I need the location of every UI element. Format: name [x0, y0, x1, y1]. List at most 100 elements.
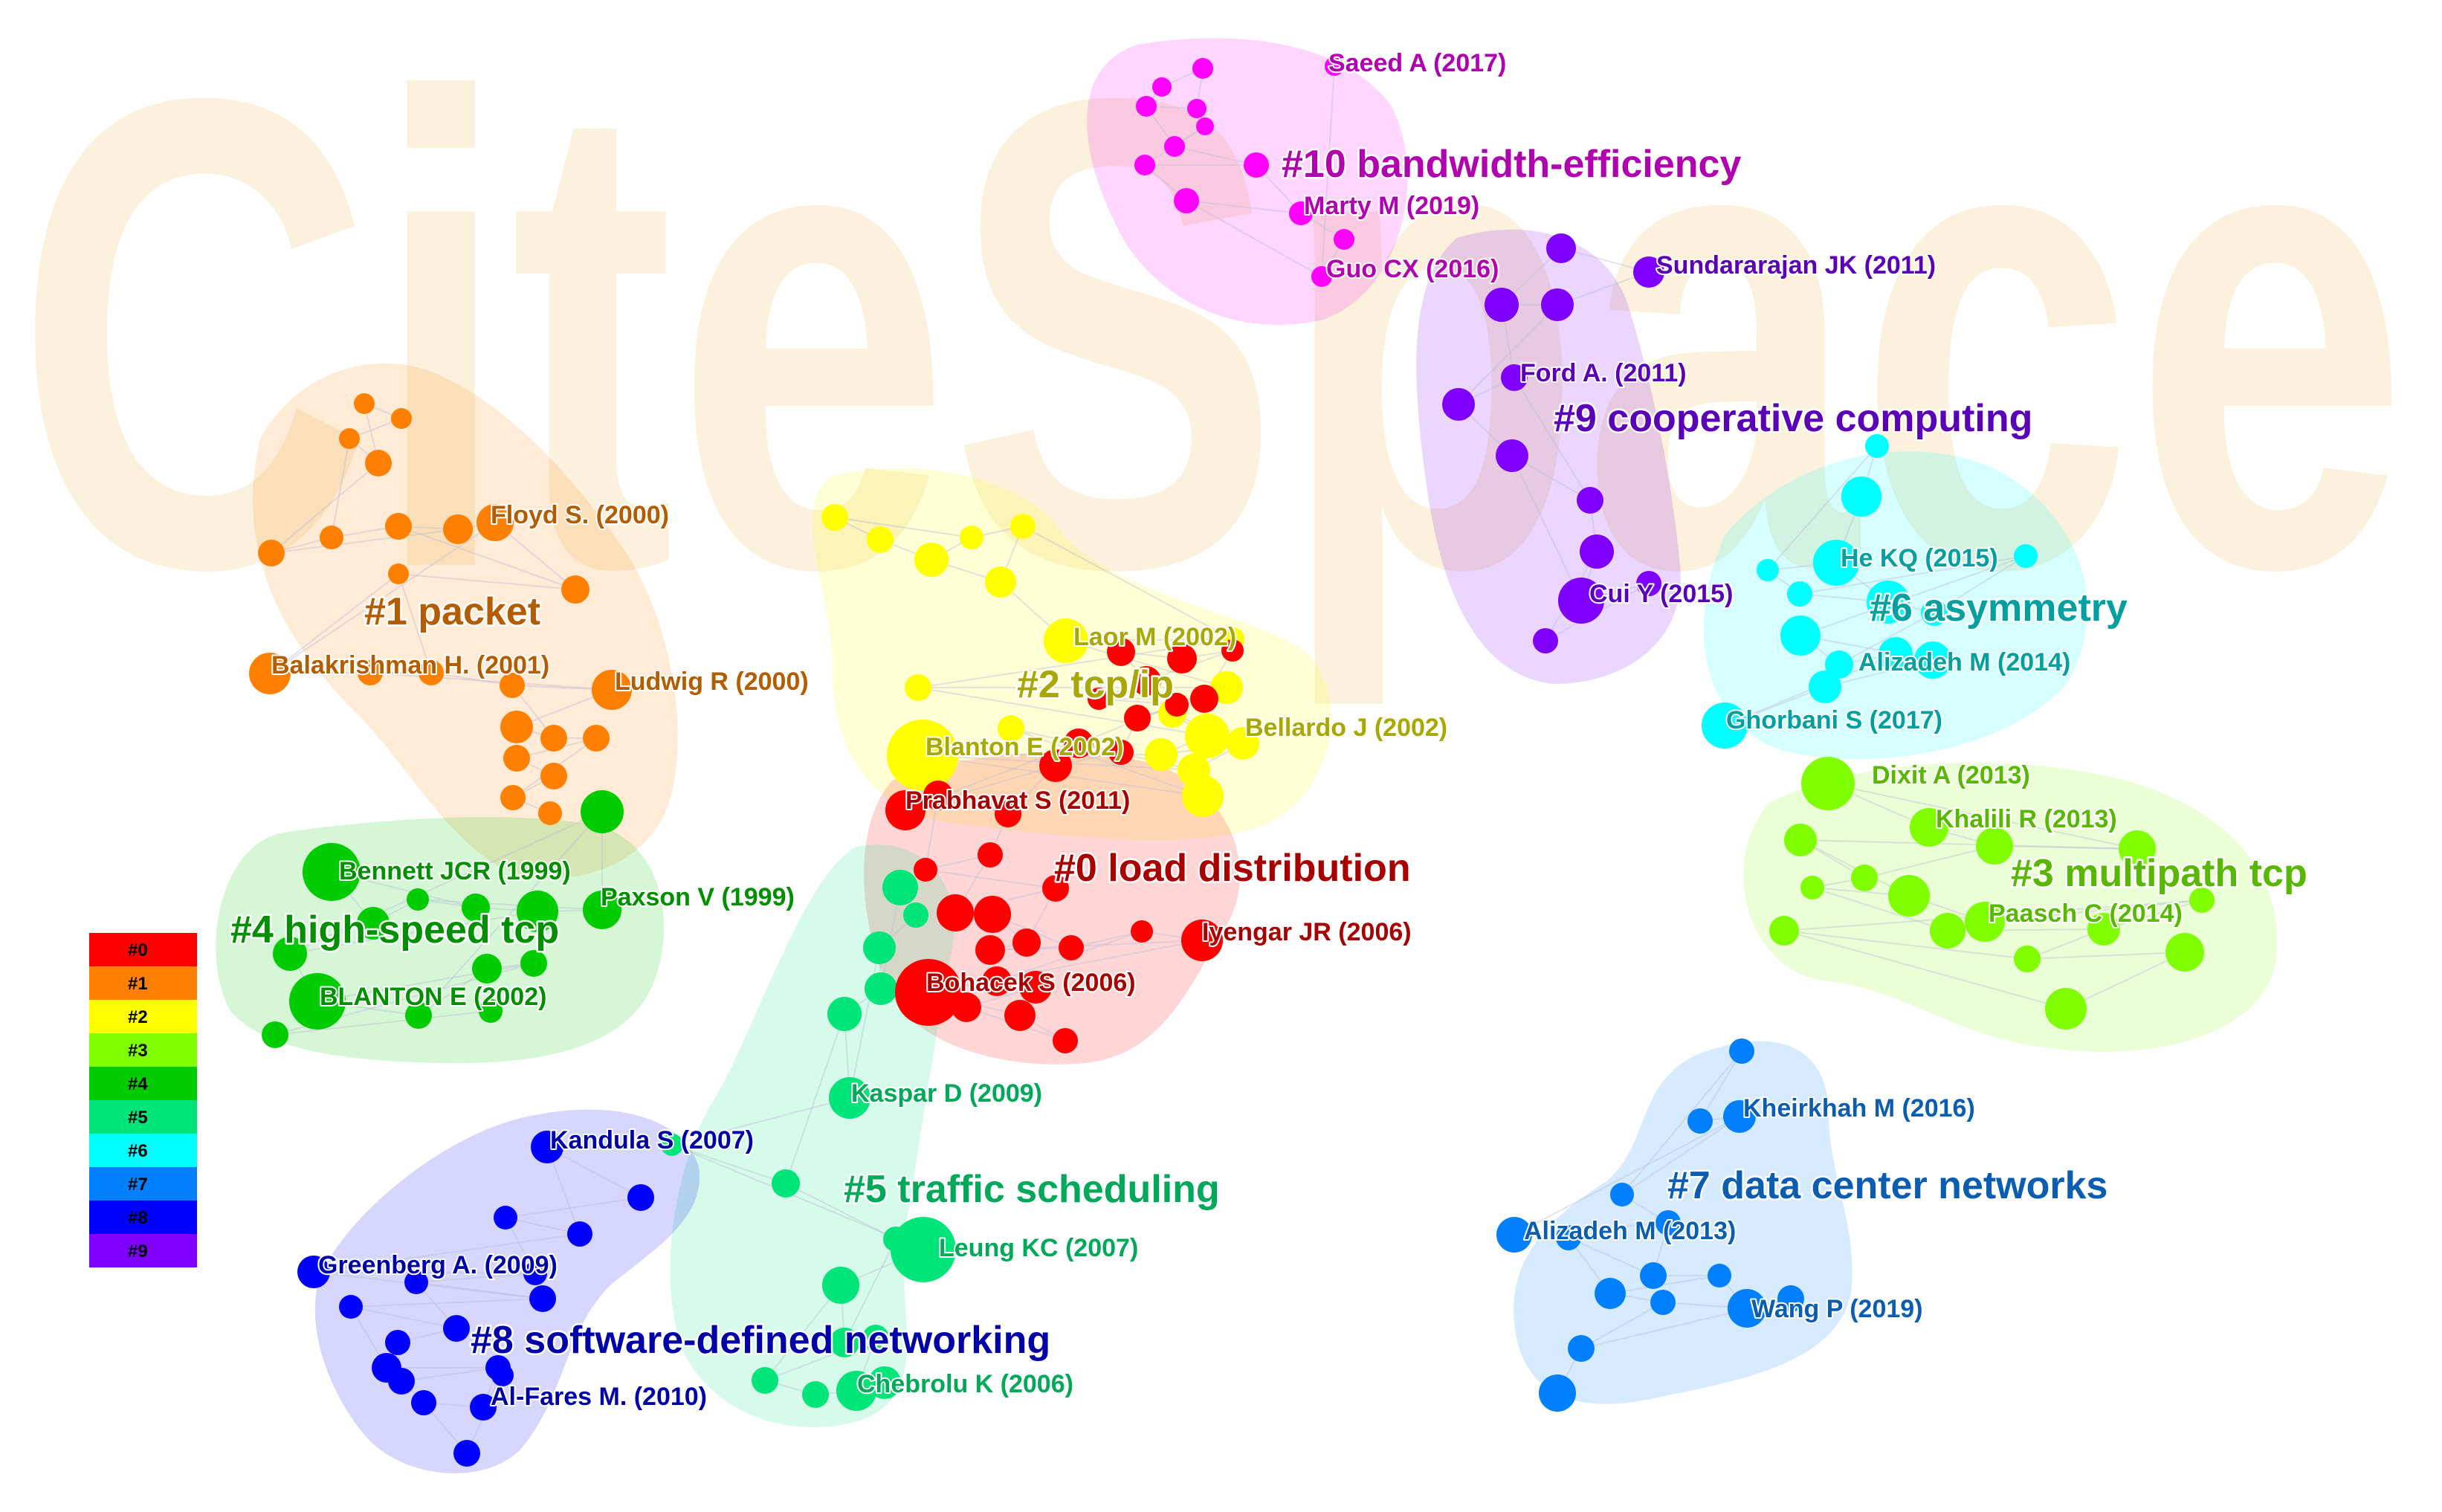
node-label: Floyd S. (2000)	[491, 501, 669, 529]
node-c1	[320, 526, 343, 549]
node-c9	[1577, 487, 1603, 514]
node-c8	[491, 1364, 514, 1386]
node-label: Paasch C (2014)	[1989, 899, 2183, 928]
node-label: Laor M (2002)	[1073, 623, 1236, 651]
node-c7	[1708, 1264, 1731, 1288]
node-c10	[1187, 99, 1207, 118]
edge-c1	[398, 526, 576, 590]
node-c4	[479, 999, 503, 1023]
node-c3	[1910, 808, 1948, 847]
edge-c5	[849, 947, 880, 1099]
cluster-label-c0: #0 load distribution	[1054, 847, 1411, 890]
watermark-text: CiteSpace	[15, 0, 2409, 711]
node-c0	[975, 935, 1005, 965]
edge-c8	[313, 1271, 543, 1299]
node-c0	[995, 801, 1021, 827]
node-label: Prabhavat S (2011)	[905, 786, 1130, 815]
node-c9	[1633, 256, 1664, 288]
hull-c1	[253, 363, 678, 879]
node-c2	[905, 674, 931, 701]
edge-c4	[289, 811, 603, 954]
edge-c9	[1458, 304, 1558, 405]
node-c2	[914, 543, 949, 577]
node-c3	[2045, 988, 2087, 1030]
node-c7	[1723, 1100, 1756, 1133]
node-c8	[411, 1390, 436, 1415]
edge-c2	[1010, 728, 1204, 797]
legend-swatch-9	[89, 1234, 197, 1267]
edge-c2	[1022, 526, 1233, 640]
edge-c5	[671, 1097, 850, 1146]
node-c2	[1145, 738, 1178, 771]
node-label: Guo CX (2016)	[1326, 255, 1499, 283]
node-c10	[1334, 229, 1354, 250]
node-c4	[517, 891, 558, 932]
edge-c8	[416, 1273, 536, 1283]
node-c5	[661, 1134, 683, 1156]
edge-c10	[1186, 200, 1322, 277]
node-c5	[865, 972, 897, 1005]
node-c1	[500, 711, 533, 743]
node-c1	[583, 725, 610, 752]
edge-c5	[671, 1144, 924, 1250]
cluster-label-c4: #4 high-speed tcp	[230, 908, 559, 952]
node-c0	[952, 992, 981, 1022]
legend-label: #3	[128, 1041, 148, 1061]
edge-c7	[1609, 1275, 1720, 1294]
color-legend: #0 #1 #2 #3 #4 #5 #6 #7 #8 #9	[89, 933, 197, 1267]
node-c5	[830, 1328, 859, 1357]
node-c7	[1777, 1285, 1804, 1312]
node-c7	[1610, 1183, 1634, 1206]
edge-c2	[1065, 640, 1227, 688]
node-label: Paxson V (1999)	[601, 883, 795, 911]
node-c1	[538, 801, 562, 825]
cluster-label-c5: #5 traffic scheduling	[844, 1168, 1220, 1211]
edge-c1	[398, 573, 432, 673]
node-c10	[1192, 58, 1213, 79]
node-c9	[1636, 571, 1661, 596]
node-c0	[1042, 875, 1069, 902]
node-c5	[891, 1217, 956, 1282]
legend-label: #6	[128, 1141, 148, 1161]
node-c9	[1541, 288, 1574, 321]
node-c9	[1496, 439, 1528, 472]
node-label: Greenberg A. (2009)	[318, 1251, 558, 1279]
node-c7	[1595, 1278, 1626, 1309]
node-label: BLANTON E (2002)	[320, 983, 546, 1011]
hull-c10	[1087, 38, 1408, 326]
node-c3	[2119, 830, 2156, 868]
node-c8	[453, 1440, 480, 1467]
node-c2	[821, 504, 848, 531]
node-c4	[303, 843, 361, 901]
edge-c5	[844, 1238, 897, 1343]
node-c0	[1167, 644, 1197, 673]
node-c4	[273, 937, 307, 971]
node-c8	[297, 1256, 330, 1288]
node-c1	[354, 393, 375, 414]
legend-label: #5	[128, 1108, 148, 1128]
node-c1	[391, 408, 412, 429]
node-c6	[1780, 616, 1821, 656]
node-c10	[1174, 188, 1199, 213]
node-c1	[540, 725, 567, 752]
node-c0	[1059, 935, 1084, 960]
node-c8	[627, 1184, 654, 1211]
node-c8	[567, 1221, 592, 1247]
node-c1	[258, 540, 285, 566]
legend-swatch-5	[89, 1100, 197, 1134]
node-c0	[978, 842, 1003, 868]
node-c8	[443, 1315, 470, 1342]
node-c9	[1558, 578, 1604, 624]
node-c3	[1930, 913, 1965, 949]
edge-c10	[1174, 146, 1257, 166]
legend-swatch-2	[89, 1000, 197, 1033]
node-c3	[1976, 827, 2013, 865]
edge-c10	[1186, 200, 1302, 214]
node-c6	[1809, 671, 1841, 703]
node-c0	[1019, 971, 1052, 1004]
node-c6	[1879, 637, 1913, 671]
edge-c8	[313, 1233, 581, 1273]
node-c1	[443, 514, 473, 544]
node-c2	[1185, 714, 1230, 758]
node-c1	[385, 513, 412, 540]
